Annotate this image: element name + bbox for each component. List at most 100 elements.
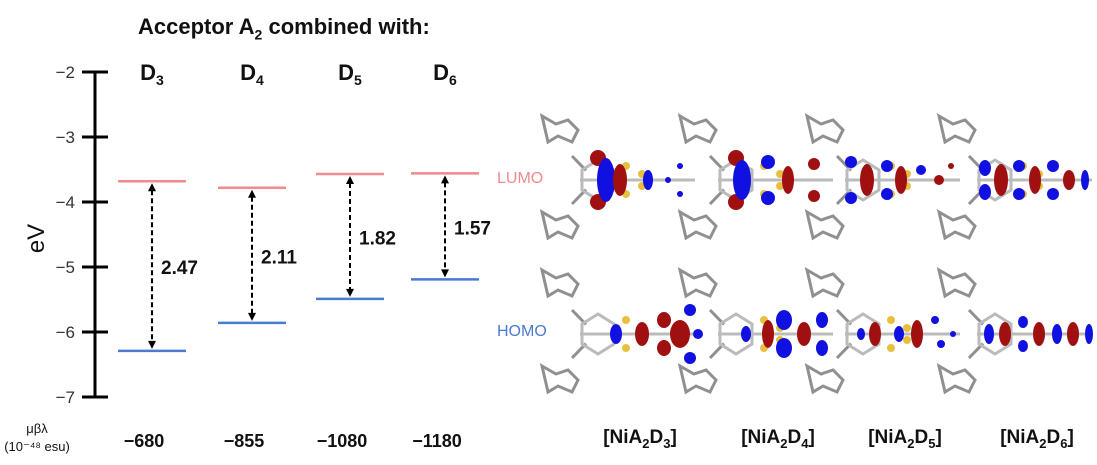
lumo-orbital-image <box>539 112 695 241</box>
orbital-lobe <box>1047 188 1059 200</box>
orbital-lobe <box>677 191 683 197</box>
phenyl-ring <box>677 362 718 395</box>
orbital-lobe <box>1018 340 1028 352</box>
dithiolene-ring <box>977 312 1013 356</box>
donor-label: D5 <box>338 60 362 88</box>
y-tick-label: −6 <box>56 323 75 342</box>
orbital-lobe <box>677 163 683 169</box>
orbital-lobe <box>643 170 653 190</box>
sulfur-atom <box>887 344 895 352</box>
dithiolene-ring <box>580 312 616 356</box>
orbital-lobe <box>776 310 792 330</box>
orbital-lobe <box>613 164 627 196</box>
orbital-lobe <box>934 175 944 185</box>
dithiolene-ring <box>845 312 881 356</box>
phenyl-ring <box>539 208 580 241</box>
sulfur-atom <box>903 336 911 344</box>
orbital-lobe <box>931 316 939 324</box>
orbital-lobe <box>808 190 820 202</box>
orbital-lobe <box>999 322 1011 346</box>
gap-arrowhead-down <box>148 340 156 349</box>
orbital-lobe <box>1029 166 1041 194</box>
orbital-lobe <box>1085 324 1093 344</box>
orbital-lobe <box>657 312 671 328</box>
orbital-lobe <box>1047 160 1059 172</box>
orbital-lobe <box>684 352 696 364</box>
orbital-lobe <box>761 191 775 205</box>
orbital-lobe <box>881 188 893 200</box>
sulfur-atom <box>622 344 630 352</box>
sulfur-atom <box>622 316 630 324</box>
column-d6: D6 1.57 −1180 <box>411 60 491 451</box>
orbital-lobe <box>1052 324 1062 344</box>
orbital-lobe <box>979 160 991 176</box>
orbital-lobe <box>684 304 696 316</box>
gap-arrowhead-down <box>248 312 256 321</box>
orbital-lobe <box>597 158 615 202</box>
phenyl-ring <box>677 266 718 299</box>
orbital-lobe <box>693 329 703 339</box>
orbital-lobe <box>1033 322 1045 346</box>
y-tick-label: −7 <box>56 388 75 407</box>
gap-arrowhead-up <box>148 183 156 192</box>
donor-label: D4 <box>240 60 264 88</box>
orbital-lobe <box>797 322 811 346</box>
orbital-lobe <box>1081 170 1089 190</box>
y-axis-label: eV <box>23 224 50 253</box>
phenyl-ring <box>677 112 718 145</box>
orbital-lobe <box>881 160 893 172</box>
gap-arrowhead-up <box>441 175 449 184</box>
orbital-lobe <box>869 322 881 346</box>
orbital-lobe <box>937 340 945 348</box>
mubeta-unit: (10⁻⁴⁸ esu) <box>4 439 70 454</box>
column-d3: D3 2.47 −680 <box>118 60 198 451</box>
orbital-lobe <box>894 326 904 342</box>
lumo-orbital-image <box>677 112 833 241</box>
gap-value: 1.82 <box>359 228 396 249</box>
gap-arrowhead-down <box>441 269 449 278</box>
phenyl-ring <box>539 362 580 395</box>
y-tick-label: −2 <box>56 63 75 82</box>
orbital-lobe <box>979 184 991 200</box>
sulfur-atom <box>776 182 784 190</box>
sulfur-atom <box>887 316 895 324</box>
orbital-lobe <box>670 320 690 348</box>
phenyl-ring <box>936 208 977 241</box>
mubeta-label: μβλ <box>26 421 48 436</box>
complex-label: [NiA2D3] <box>603 427 677 451</box>
orbital-lobe <box>845 156 857 168</box>
column-d4: D4 2.11 −855 <box>218 60 297 451</box>
orbital-lobe <box>994 164 1008 196</box>
gap-arrowhead-down <box>346 288 354 297</box>
orbital-lobe <box>741 326 751 342</box>
donor-label: D3 <box>140 60 164 88</box>
orbital-lobe <box>762 320 774 348</box>
sulfur-atom <box>776 170 784 178</box>
orbital-lobe <box>610 324 622 344</box>
orbital-lobe <box>665 177 671 183</box>
orbital-lobe <box>1063 170 1075 190</box>
donor-label: D6 <box>433 60 457 88</box>
orbital-lobe <box>816 312 828 328</box>
figure-title: Acceptor A2 combined with: <box>138 14 430 43</box>
orbital-lobe <box>1013 160 1025 172</box>
phenyl-ring <box>804 208 845 241</box>
orbital-lobe <box>782 166 794 194</box>
phenyl-ring <box>804 362 845 395</box>
homo-orbital-image <box>804 266 960 395</box>
mubeta-value: −1080 <box>317 431 368 451</box>
gap-value: 2.47 <box>161 258 198 279</box>
mubeta-value: −680 <box>124 431 165 451</box>
orbital-lobe <box>635 322 649 346</box>
gap-value: 1.57 <box>454 218 491 239</box>
y-tick-label: −3 <box>56 128 75 147</box>
orbital-lobe <box>1018 316 1028 328</box>
phenyl-ring <box>936 266 977 299</box>
orbital-lobe <box>916 165 926 175</box>
orbital-lobe <box>857 328 865 340</box>
dithiolene-ring <box>977 158 1013 202</box>
orbital-lobe <box>761 155 775 169</box>
complex-label: [NiA2D4] <box>741 427 815 451</box>
